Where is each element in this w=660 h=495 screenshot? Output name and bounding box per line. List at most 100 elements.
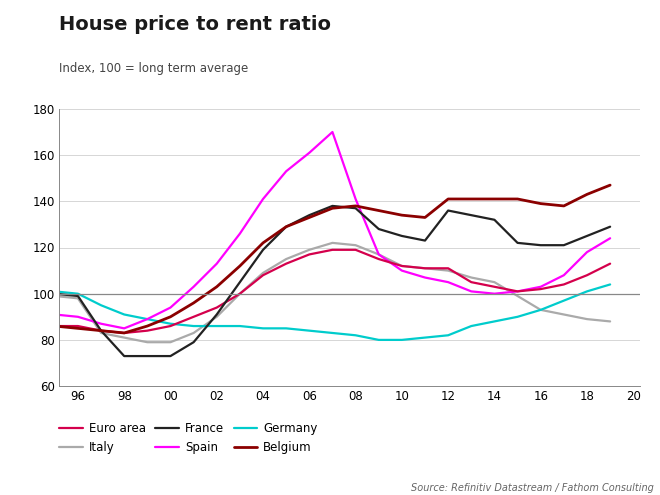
Belgium <box>143 323 151 329</box>
Euro area <box>120 330 128 336</box>
Belgium <box>352 203 360 209</box>
France <box>97 328 105 334</box>
Euro area <box>51 323 59 329</box>
France <box>189 339 197 345</box>
Belgium <box>490 196 498 202</box>
France <box>74 293 82 299</box>
Euro area <box>375 256 383 262</box>
Spain <box>259 196 267 202</box>
Germany <box>143 316 151 322</box>
Euro area <box>259 272 267 278</box>
Euro area <box>282 261 290 267</box>
Spain <box>490 291 498 297</box>
France <box>236 279 244 285</box>
Belgium <box>421 214 429 220</box>
Italy <box>444 268 452 274</box>
Spain <box>120 325 128 331</box>
Italy <box>120 335 128 341</box>
Spain <box>329 129 337 135</box>
Line: France: France <box>55 206 610 356</box>
Spain <box>189 284 197 290</box>
Spain <box>583 249 591 255</box>
Euro area <box>97 328 105 334</box>
France <box>490 217 498 223</box>
Spain <box>282 168 290 174</box>
Italy <box>97 330 105 336</box>
Germany <box>97 302 105 308</box>
Euro area <box>189 314 197 320</box>
France <box>282 224 290 230</box>
Line: Belgium: Belgium <box>55 185 610 333</box>
Belgium <box>282 224 290 230</box>
Belgium <box>444 196 452 202</box>
Italy <box>583 316 591 322</box>
Spain <box>352 196 360 202</box>
Belgium <box>329 205 337 211</box>
Belgium <box>513 196 521 202</box>
Italy <box>375 251 383 257</box>
Belgium <box>97 328 105 334</box>
France <box>583 233 591 239</box>
Belgium <box>306 214 314 220</box>
France <box>560 242 568 248</box>
Italy <box>282 256 290 262</box>
Italy <box>398 263 406 269</box>
Belgium <box>213 284 220 290</box>
Euro area <box>306 251 314 257</box>
France <box>306 212 314 218</box>
Belgium <box>375 207 383 213</box>
Germany <box>352 332 360 338</box>
Euro area <box>166 323 174 329</box>
Germany <box>329 330 337 336</box>
Spain <box>166 304 174 310</box>
Germany <box>166 321 174 327</box>
Euro area <box>143 328 151 334</box>
Germany <box>236 323 244 329</box>
Spain <box>306 150 314 156</box>
Germany <box>259 325 267 331</box>
Germany <box>74 291 82 297</box>
France <box>51 291 59 297</box>
Italy <box>213 314 220 320</box>
Italy <box>513 293 521 299</box>
Euro area <box>213 304 220 310</box>
Belgium <box>74 325 82 331</box>
Line: Euro area: Euro area <box>55 250 610 333</box>
Text: Index, 100 = long term average: Index, 100 = long term average <box>59 62 249 75</box>
Italy <box>143 339 151 345</box>
Spain <box>467 289 475 295</box>
France <box>467 212 475 218</box>
Italy <box>606 318 614 324</box>
Spain <box>51 311 59 317</box>
Spain <box>213 261 220 267</box>
Euro area <box>398 263 406 269</box>
Spain <box>236 231 244 237</box>
Italy <box>329 240 337 246</box>
Italy <box>189 330 197 336</box>
Germany <box>306 328 314 334</box>
Germany <box>213 323 220 329</box>
Spain <box>143 316 151 322</box>
Germany <box>51 289 59 295</box>
Germany <box>421 335 429 341</box>
Belgium <box>606 182 614 188</box>
Belgium <box>166 314 174 320</box>
Euro area <box>583 272 591 278</box>
Germany <box>513 314 521 320</box>
France <box>120 353 128 359</box>
Germany <box>537 307 544 313</box>
Italy <box>537 307 544 313</box>
Germany <box>490 318 498 324</box>
France <box>143 353 151 359</box>
Belgium <box>537 200 544 206</box>
Euro area <box>329 247 337 253</box>
Belgium <box>583 192 591 198</box>
France <box>375 226 383 232</box>
Spain <box>421 275 429 281</box>
Germany <box>560 297 568 303</box>
Germany <box>606 282 614 288</box>
Belgium <box>120 330 128 336</box>
France <box>421 238 429 244</box>
Belgium <box>560 203 568 209</box>
Germany <box>189 323 197 329</box>
